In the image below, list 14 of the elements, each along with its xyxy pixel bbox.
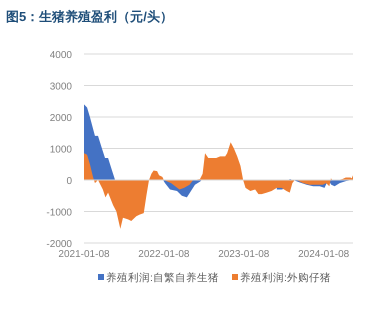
x-tick-label: 2024-01-08 bbox=[298, 249, 350, 260]
chart-title: 图5：生猪养殖盈利（元/头） bbox=[6, 9, 173, 24]
y-tick-label: 1000 bbox=[50, 144, 72, 156]
legend-label: 养殖利润:外购仔猪 bbox=[240, 271, 331, 284]
y-tick-label: -2000 bbox=[46, 239, 72, 250]
x-tick-label: 2023-01-08 bbox=[218, 249, 270, 260]
y-tick-label: -1000 bbox=[46, 208, 72, 218]
x-tick-label: 2021-01-08 bbox=[58, 249, 110, 260]
y-tick-label: 3000 bbox=[50, 82, 72, 92]
y-tick-label: 0 bbox=[66, 176, 72, 187]
legend-label: 养殖利润:自繁自养生猪 bbox=[106, 271, 219, 284]
y-tick-label: 2000 bbox=[50, 113, 72, 124]
x-tick-label: 2022-01-08 bbox=[138, 249, 190, 260]
y-tick-label: 4000 bbox=[50, 50, 72, 61]
